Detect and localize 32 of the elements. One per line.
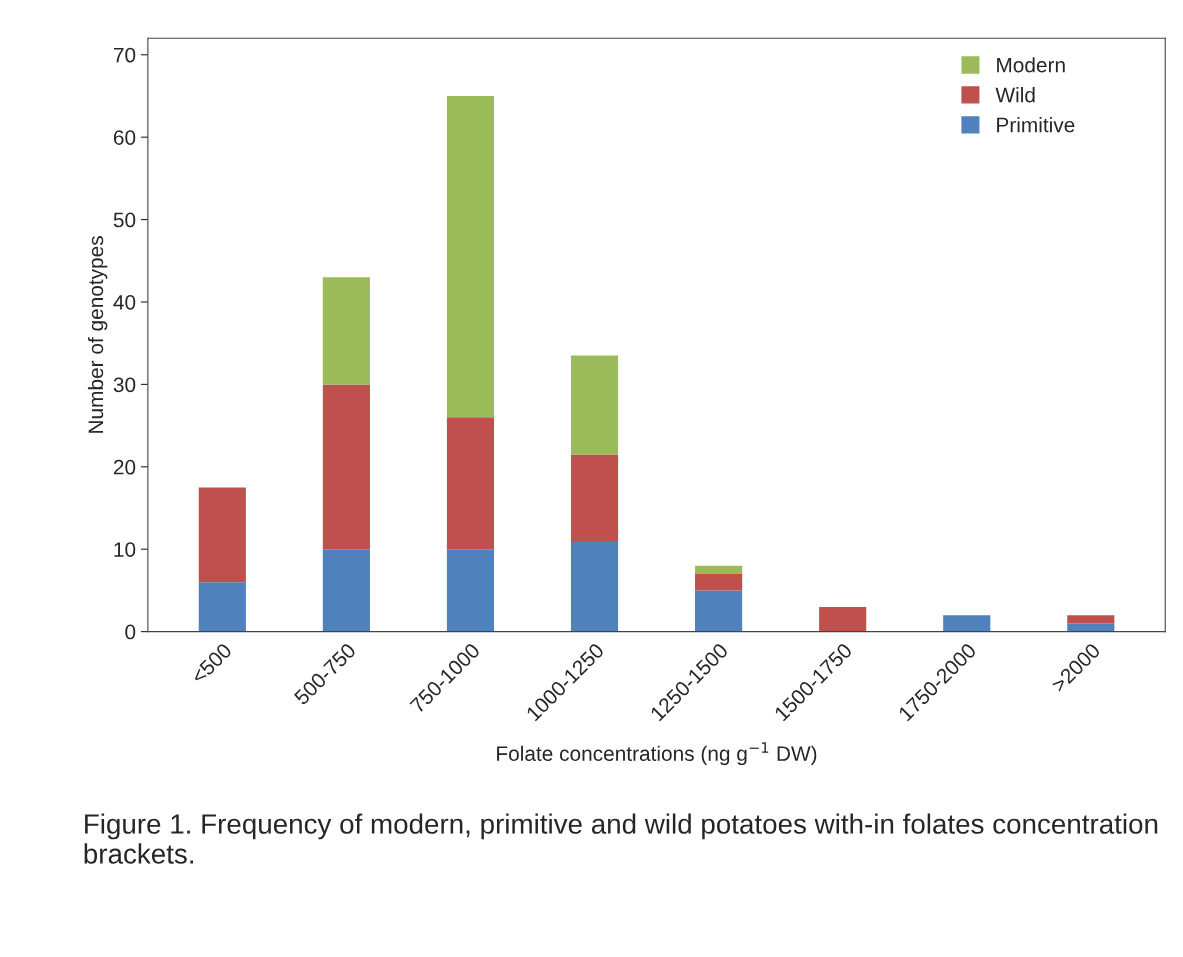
y-axis-title: Number of genotypes [87,236,108,433]
y-tick-label: 60 [113,130,136,145]
x-axis-title: Folate concentrations (ng g$^{−1}$ DW) [497,742,817,766]
legend-label: Wild [995,87,1035,103]
bar [570,454,619,541]
bar [570,540,619,632]
legend-label: Primitive [997,117,1075,133]
bar [198,582,246,632]
y-tick-label: 50 [113,212,136,228]
bar [322,384,370,550]
caption: Figure 1. Frequency of modern, primitive and wild potatoes with-in folates concentration brackets. [84,813,1158,864]
bar [1067,615,1115,624]
bar [695,590,743,632]
bar [322,277,370,385]
bar [695,573,743,591]
bar [446,549,495,632]
bar [1067,623,1115,632]
bar [570,355,619,455]
bar [446,417,495,550]
y-tick-label: 30 [113,377,136,393]
bar [943,615,991,632]
y-tick-label: 20 [113,459,136,475]
legend-label: Modern [997,57,1065,73]
bar [446,95,495,418]
y-tick-label: 40 [113,294,136,310]
bar [198,487,246,583]
bar [819,606,867,632]
bar [695,565,743,574]
y-tick-label: 70 [113,47,136,63]
y-tick-label: 10 [114,542,136,557]
bar [322,549,370,632]
y-tick-label: 0 [125,624,136,640]
